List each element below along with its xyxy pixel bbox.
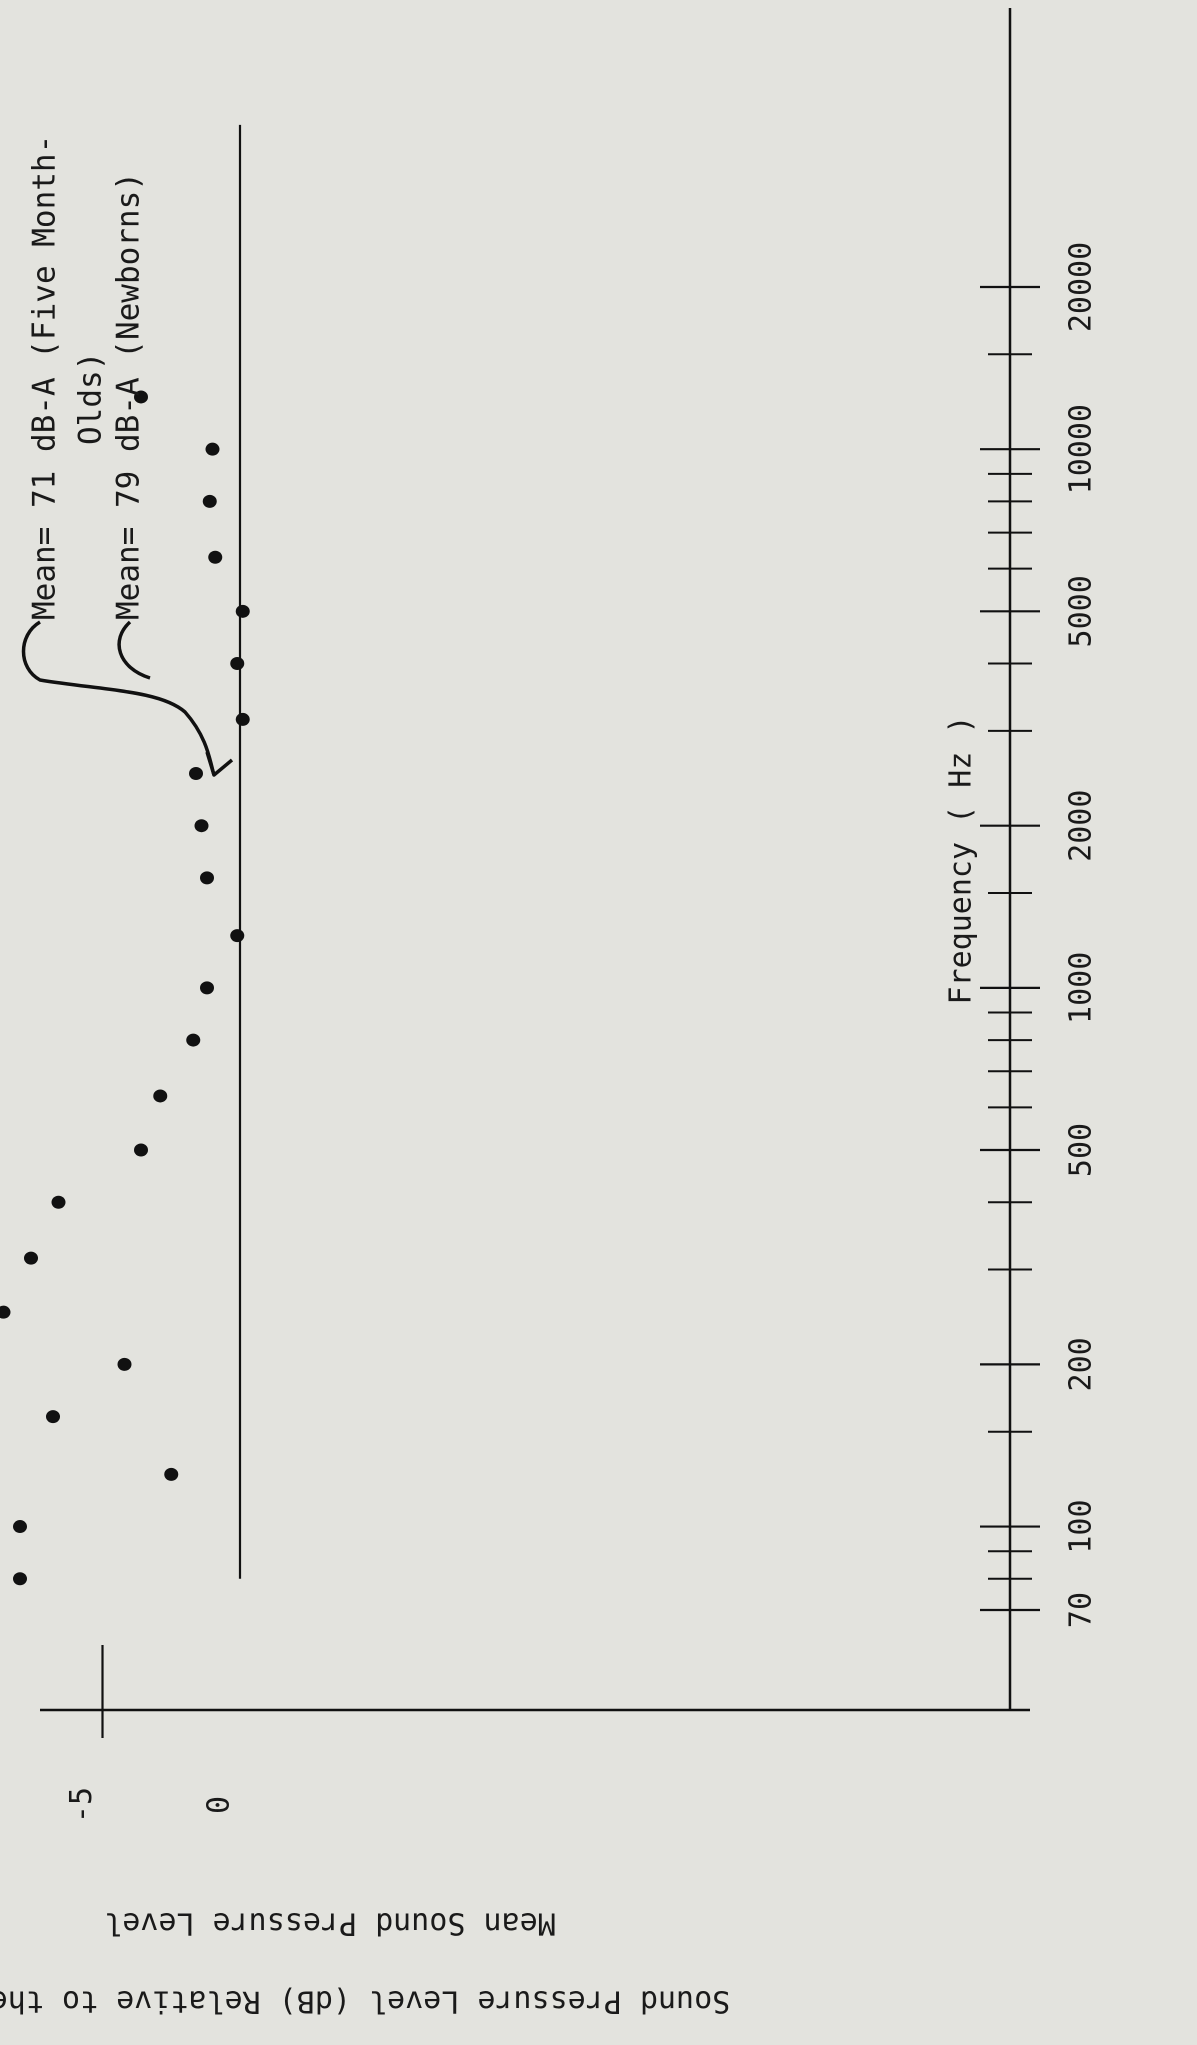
reference-line-group [21,124,242,1579]
reference-label-newborns: Mean= 79 dB-A (Newborns) [111,172,147,620]
x-tick-label: 2000 [1064,790,1099,862]
x-tick-label: 1000 [1064,952,1099,1024]
data-point [134,1143,148,1157]
y-tick-label: -5 [64,1787,99,1823]
data-point [205,442,220,456]
data-points [0,390,250,1586]
data-point [0,1305,11,1319]
x-tick-label: 70 [1064,1592,1099,1628]
data-point [235,712,250,726]
axes [40,8,1030,1712]
y-tick-label: 0 [202,1796,237,1814]
data-point [202,494,217,508]
label-group: 7010020050010002000500010000200000-5-10-… [0,135,1099,2019]
y-axis-title-line2: Sound Pressure Level (dB) Relative to th… [0,1984,730,2019]
annotation-arrowhead [205,751,234,777]
data-point [13,1520,27,1534]
data-point [13,1572,27,1586]
data-point [186,1033,201,1047]
annotation-bracket-inner [117,620,151,680]
x-tick-label: 200 [1064,1337,1099,1391]
data-point [46,1410,60,1424]
data-point [200,981,214,995]
x-tick-label: 100 [1064,1499,1099,1553]
y-axis-title-line1: Mean Sound Pressure Level [104,1906,556,1941]
x-tick-label: 5000 [1064,575,1099,647]
x-axis-title: Frequency ( Hz ) [944,716,979,1005]
data-point [200,871,214,885]
data-point [153,1089,168,1103]
data-point [164,1467,179,1481]
data-point [230,929,245,943]
data-point [117,1357,132,1371]
data-point [51,1195,66,1209]
x-tick-label: 10000 [1064,404,1099,494]
x-tick-label: 500 [1064,1123,1099,1177]
data-point [189,766,203,780]
data-point [24,1251,38,1265]
data-point [208,550,223,564]
data-point [235,604,250,618]
reference-label-olds: Olds) [73,352,109,445]
data-point [230,657,245,671]
annotation-bracket [21,620,216,776]
x-tick-label: 20000 [1064,242,1099,332]
tick-group [101,285,1040,1738]
data-point [134,390,148,404]
reference-label-five-month: Mean= 71 dB-A (Five Month- [27,135,63,620]
data-point [194,819,209,833]
